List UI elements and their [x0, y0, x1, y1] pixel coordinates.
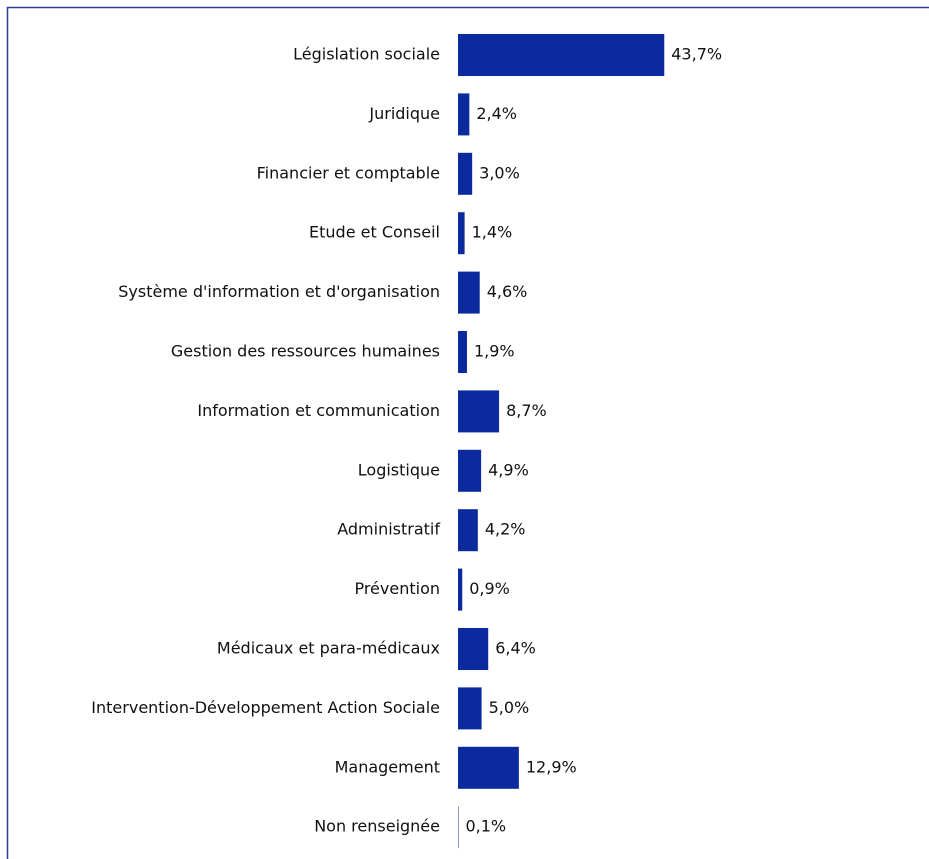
category-label: Management: [335, 757, 440, 776]
bar: [458, 331, 467, 373]
category-label: Intervention-Développement Action Social…: [91, 698, 440, 717]
bar: [458, 628, 489, 670]
bar: [458, 746, 519, 789]
category-label: Administratif: [337, 520, 440, 539]
bar: [458, 449, 482, 492]
category-label: Logistique: [358, 460, 440, 479]
bar: [458, 93, 470, 136]
category-label: Gestion des ressources humaines: [171, 342, 440, 361]
value-label: 4,6%: [487, 282, 528, 301]
category-label: Financier et comptable: [257, 163, 440, 182]
value-label: 0,9%: [469, 579, 510, 598]
category-label: Etude et Conseil: [309, 223, 440, 242]
value-label: 4,2%: [485, 520, 526, 539]
category-label: Non renseignée: [314, 817, 440, 836]
bar: [458, 152, 473, 195]
bar: [458, 568, 463, 611]
bar: [458, 34, 665, 76]
value-label: 4,9%: [488, 460, 529, 479]
category-label: Juridique: [368, 104, 440, 123]
frame: [6, 6, 929, 859]
bar: [458, 390, 500, 433]
value-label: 43,7%: [671, 45, 722, 64]
value-label: 0,1%: [465, 817, 506, 836]
bar: [458, 687, 482, 730]
category-label: Médicaux et para-médicaux: [217, 639, 440, 658]
value-label: 3,0%: [479, 163, 520, 182]
value-label: 2,4%: [476, 104, 517, 123]
value-label: 6,4%: [495, 639, 536, 658]
category-label: Législation sociale: [293, 45, 440, 64]
category-label: Système d'information et d'organisation: [118, 282, 440, 301]
value-label: 1,4%: [472, 223, 513, 242]
value-label: 5,0%: [489, 698, 530, 717]
value-label: 8,7%: [506, 401, 547, 420]
bar: [458, 271, 480, 314]
category-label: Information et communication: [197, 401, 440, 420]
category-label: Prévention: [354, 579, 440, 598]
bar: [458, 509, 478, 552]
bar: [458, 212, 465, 255]
value-label: 12,9%: [526, 757, 577, 776]
value-label: 1,9%: [474, 342, 515, 361]
